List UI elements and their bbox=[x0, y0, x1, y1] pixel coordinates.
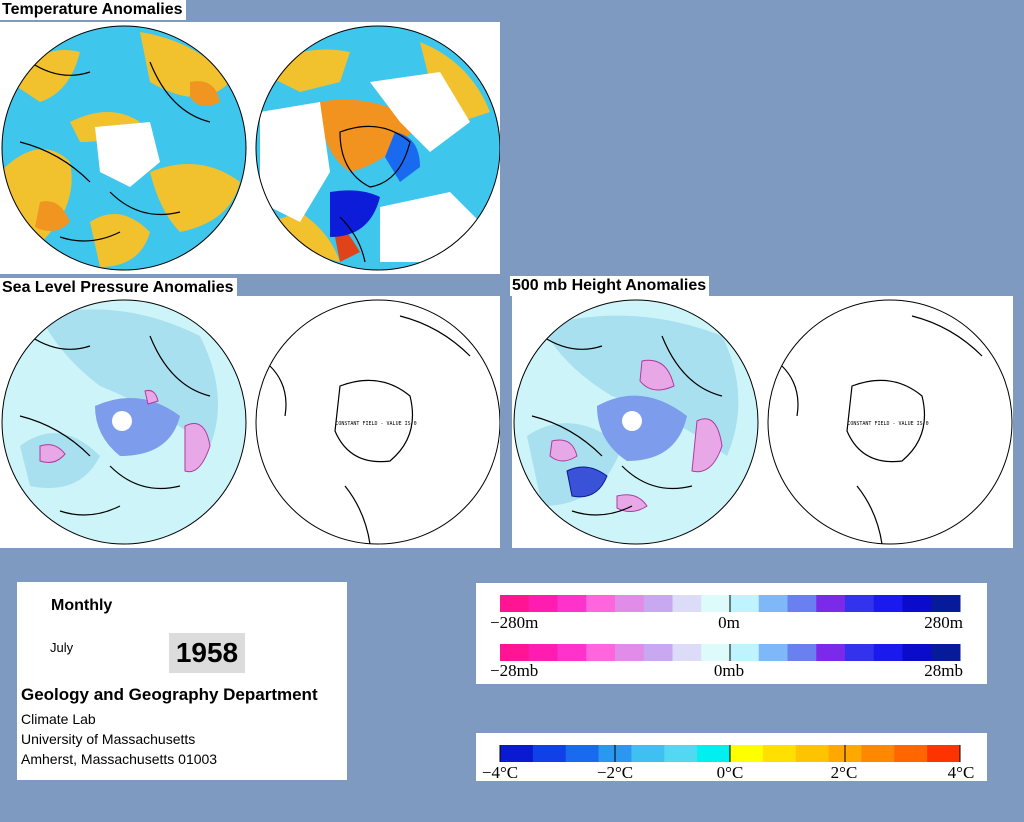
month-label: July bbox=[50, 640, 74, 655]
temperature-color-ramp bbox=[499, 745, 961, 762]
sh-slp-map: CONSTANT FIELD - VALUE IS 0 bbox=[255, 299, 500, 545]
color-swatch bbox=[672, 595, 702, 612]
color-swatch bbox=[816, 644, 846, 661]
credit-line-3: Amherst, Massachusetts 01003 bbox=[21, 751, 218, 767]
color-swatch bbox=[902, 595, 932, 612]
color-swatch bbox=[586, 595, 616, 612]
color-swatch bbox=[927, 745, 961, 762]
pressure-min-label: −28mb bbox=[490, 661, 538, 680]
color-swatch bbox=[643, 644, 673, 661]
color-swatch bbox=[873, 595, 903, 612]
color-swatch bbox=[528, 595, 558, 612]
color-swatch bbox=[500, 644, 530, 661]
color-swatch bbox=[615, 595, 645, 612]
color-swatch bbox=[931, 644, 961, 661]
height-pressure-legend: −280m 0m 280m −28mb 0mb 28mb bbox=[476, 583, 987, 684]
temperature-title: Temperature Anomalies bbox=[0, 0, 186, 20]
color-swatch bbox=[532, 745, 567, 762]
height-max-label: 280m bbox=[924, 613, 963, 632]
color-swatch bbox=[672, 644, 702, 661]
sh-temperature-map bbox=[256, 26, 500, 270]
color-swatch bbox=[845, 595, 875, 612]
color-swatch bbox=[565, 745, 600, 762]
color-swatch bbox=[873, 644, 903, 661]
height-mid-label: 0m bbox=[718, 613, 740, 632]
info-box: Monthly July 1958 Geology and Geography … bbox=[17, 582, 347, 780]
temperature-maps-panel bbox=[0, 22, 500, 274]
color-swatch bbox=[795, 745, 830, 762]
slp-constant-field-label: CONSTANT FIELD - VALUE IS 0 bbox=[335, 421, 416, 427]
color-swatch bbox=[787, 644, 817, 661]
credit-line-1: Climate Lab bbox=[21, 711, 96, 727]
color-swatch bbox=[845, 644, 875, 661]
color-swatch bbox=[664, 745, 698, 762]
temp-tick-label: −2°C bbox=[597, 763, 633, 781]
color-swatch bbox=[586, 644, 616, 661]
height-title: 500 mb Height Anomalies bbox=[510, 276, 710, 296]
height-min-label: −280m bbox=[490, 613, 538, 632]
year-label: 1958 bbox=[169, 633, 245, 673]
color-swatch bbox=[816, 595, 846, 612]
temp-tick-label: −4°C bbox=[482, 763, 518, 781]
temp-tick-label: 4°C bbox=[948, 763, 975, 781]
height-maps-panel: CONSTANT FIELD - VALUE IS 0 bbox=[512, 296, 1013, 548]
color-swatch bbox=[643, 595, 673, 612]
color-swatch bbox=[758, 595, 788, 612]
credit-line-2: University of Massachusetts bbox=[21, 731, 196, 747]
color-swatch bbox=[500, 595, 530, 612]
color-swatch bbox=[557, 595, 587, 612]
color-swatch bbox=[758, 644, 788, 661]
pressure-color-ramp bbox=[500, 644, 961, 661]
height-color-ramp bbox=[500, 595, 961, 612]
slp-maps-panel: CONSTANT FIELD - VALUE IS 0 bbox=[0, 296, 500, 548]
color-swatch bbox=[697, 745, 731, 762]
color-swatch bbox=[701, 595, 731, 612]
nh-height-map bbox=[514, 300, 758, 544]
color-swatch bbox=[902, 644, 932, 661]
color-swatch bbox=[931, 595, 961, 612]
pressure-mid-label: 0mb bbox=[714, 661, 744, 680]
color-swatch bbox=[730, 644, 760, 661]
nh-slp-map bbox=[2, 300, 246, 544]
color-swatch bbox=[787, 595, 817, 612]
sh-height-map: CONSTANT FIELD - VALUE IS 0 bbox=[767, 299, 1013, 545]
color-swatch bbox=[730, 745, 764, 762]
color-swatch bbox=[557, 644, 587, 661]
color-swatch bbox=[701, 644, 731, 661]
color-swatch bbox=[730, 595, 760, 612]
color-swatch bbox=[631, 745, 665, 762]
color-swatch bbox=[762, 745, 797, 762]
temp-tick-label: 2°C bbox=[831, 763, 858, 781]
slp-title: Sea Level Pressure Anomalies bbox=[0, 278, 237, 298]
period-label: Monthly bbox=[51, 597, 113, 614]
temperature-legend: −4°C −2°C 0°C 2°C 4°C bbox=[476, 733, 987, 781]
pressure-max-label: 28mb bbox=[924, 661, 963, 680]
temp-tick-label: 0°C bbox=[717, 763, 744, 781]
color-swatch bbox=[615, 644, 645, 661]
color-swatch bbox=[500, 745, 534, 762]
color-swatch bbox=[528, 644, 558, 661]
color-swatch bbox=[861, 745, 895, 762]
height-constant-field-label: CONSTANT FIELD - VALUE IS 0 bbox=[847, 421, 928, 427]
nh-temperature-map bbox=[2, 26, 246, 270]
department-label: Geology and Geography Department bbox=[21, 685, 318, 704]
color-swatch bbox=[894, 745, 928, 762]
